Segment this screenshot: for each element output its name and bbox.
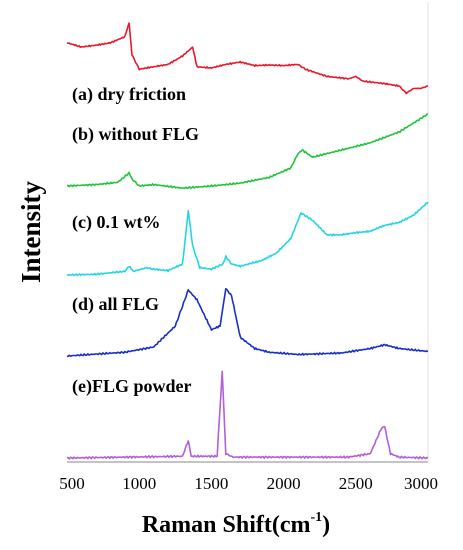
series-label-1: (a) dry friction bbox=[72, 84, 186, 105]
series-line-1 bbox=[66, 22, 429, 95]
series-labels: (a) dry friction (b) without FLG (c) 0.1 w… bbox=[72, 84, 199, 397]
x-axis-label-close: ) bbox=[322, 512, 330, 538]
series-line-5 bbox=[66, 370, 429, 460]
x-tick-label: 3000 bbox=[404, 474, 438, 493]
series-label-3: (c) 0.1 wt% bbox=[72, 212, 160, 233]
series-line-3 bbox=[67, 201, 429, 277]
x-axis-label-main: Raman Shift(cm bbox=[142, 512, 311, 538]
spectra-curves bbox=[66, 22, 429, 460]
x-axis-label-sup: -1 bbox=[310, 510, 322, 525]
x-tick-label: 500 bbox=[59, 474, 85, 493]
x-tick-label: 2000 bbox=[267, 474, 301, 493]
series-label-5: (e)FLG powder bbox=[72, 376, 191, 397]
series-line-4 bbox=[66, 288, 429, 358]
plot-frame bbox=[67, 2, 429, 463]
y-axis-label: Intensity bbox=[16, 180, 46, 283]
series-line-2 bbox=[67, 113, 429, 190]
x-tick-labels: 500 1000 1500 2000 2500 3000 bbox=[59, 474, 438, 493]
x-tick-label: 2500 bbox=[339, 474, 373, 493]
x-tick-label: 1000 bbox=[122, 474, 156, 493]
x-tick-label: 1500 bbox=[194, 474, 228, 493]
series-label-2: (b) without FLG bbox=[72, 124, 199, 145]
series-label-4: (d) all FLG bbox=[72, 294, 159, 315]
x-axis-label: Raman Shift(cm-1) bbox=[142, 510, 330, 538]
